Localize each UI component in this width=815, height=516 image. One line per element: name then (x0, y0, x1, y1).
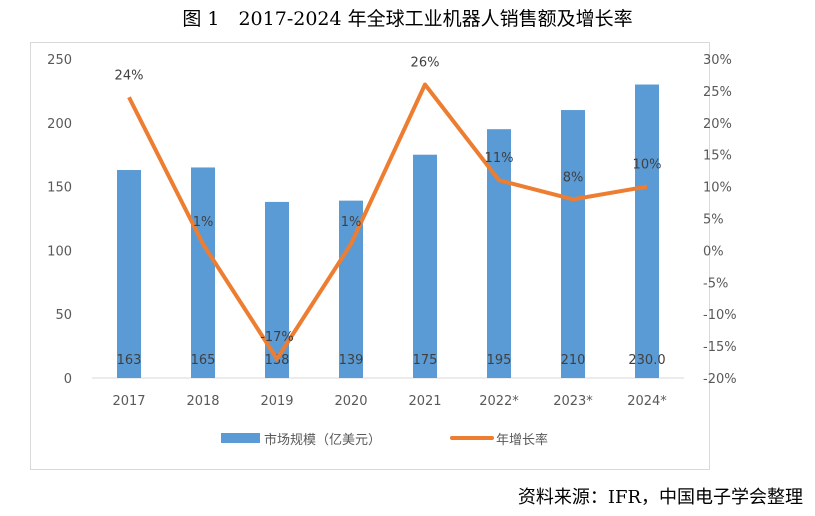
line-data-label: 26% (411, 56, 440, 71)
bar (413, 154, 437, 378)
bar-data-label: 139 (339, 353, 364, 368)
x-axis-tick: 2017 (112, 394, 145, 409)
right-axis-tick: -5% (703, 276, 728, 291)
right-axis-tick: 25% (703, 85, 732, 100)
bar-data-label: 230.0 (628, 353, 665, 368)
right-axis-tick: 30% (703, 53, 732, 68)
source-note: 资料来源：IFR，中国电子学会整理 (517, 487, 803, 508)
left-axis-tick: 250 (47, 53, 72, 68)
right-axis-tick: 20% (703, 117, 732, 132)
line-data-label: 1% (341, 215, 362, 230)
bar-data-label: 175 (413, 353, 438, 368)
right-axis-tick: -10% (703, 308, 737, 323)
bar (635, 84, 659, 379)
x-axis-tick: 2024* (627, 394, 667, 409)
legend-label-bar: 市场规模（亿美元） (264, 432, 381, 448)
right-axis-tick: 15% (703, 149, 732, 164)
left-axis-tick: 0 (64, 372, 72, 387)
right-axis-tick: 10% (703, 181, 732, 196)
right-axis-tick: -20% (703, 372, 737, 387)
chart-title: 图 1 2017-2024 年全球工业机器人销售额及增长率 (182, 8, 633, 30)
line-data-label: 11% (485, 151, 514, 166)
left-axis-tick: 150 (47, 181, 72, 196)
line-data-label: 10% (633, 158, 662, 173)
line-data-label: 24% (115, 68, 144, 83)
right-axis-tick: -15% (703, 340, 737, 355)
bar (561, 110, 585, 378)
bar-data-label: 165 (191, 353, 216, 368)
line-data-label: 1% (193, 215, 214, 230)
growth-line (127, 82, 648, 361)
left-axis-tick: 50 (55, 308, 72, 323)
legend-swatch-bar (221, 433, 260, 443)
x-axis-tick: 2021 (408, 394, 441, 409)
x-axis-tick: 2018 (186, 394, 219, 409)
bar (191, 167, 215, 378)
left-axis-tick: 200 (47, 117, 72, 132)
legend-label-line: 年增长率 (496, 432, 548, 448)
bar-data-label: 195 (487, 353, 512, 368)
x-axis-tick: 2023* (553, 394, 593, 409)
x-axis-tick: 2020 (334, 394, 367, 409)
chart-frame (30, 42, 710, 470)
left-axis-tick: 100 (47, 244, 72, 259)
bar-data-label: 163 (117, 353, 142, 368)
x-axis-tick: 2022* (479, 394, 519, 409)
bar (265, 201, 289, 378)
line-data-label: 8% (563, 170, 584, 185)
x-axis-tick: 2019 (260, 394, 293, 409)
line-data-label: -17% (260, 330, 294, 345)
bar (117, 170, 141, 378)
right-axis-tick: 5% (703, 213, 724, 228)
bar-data-label: 210 (561, 353, 586, 368)
right-axis-tick: 0% (703, 244, 724, 259)
